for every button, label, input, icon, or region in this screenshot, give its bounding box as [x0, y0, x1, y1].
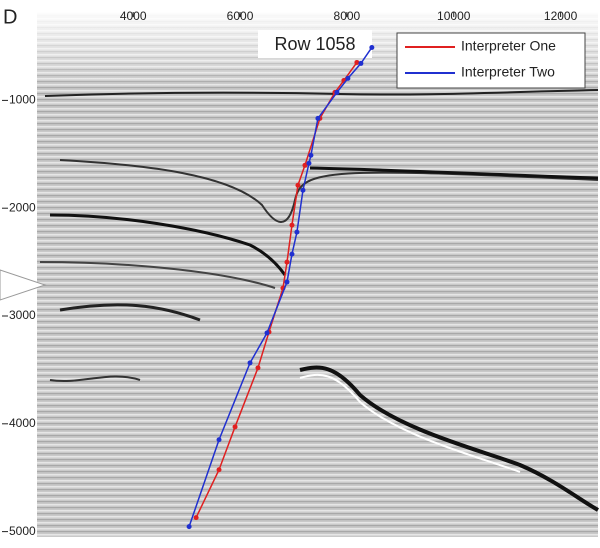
series-point: [216, 467, 222, 473]
series-point: [345, 75, 351, 81]
series-line: [195, 62, 358, 518]
series-point: [358, 60, 364, 66]
series-point: [232, 424, 238, 430]
series-point: [315, 115, 321, 121]
series-point: [247, 360, 253, 366]
annotation: Row 1058: [274, 34, 355, 54]
series-point: [216, 437, 222, 443]
series-point: [284, 259, 290, 265]
reflectors: [39, 89, 599, 512]
series-point: [289, 251, 295, 257]
series-point: [369, 44, 375, 50]
series-point: [308, 152, 314, 158]
series-point: [295, 182, 301, 188]
annotation-bg: [258, 30, 372, 58]
series-point: [302, 162, 308, 168]
series-point: [284, 279, 290, 285]
series-point: [193, 515, 199, 521]
series-point: [334, 89, 340, 95]
series-point: [289, 222, 295, 228]
x-tick-label: 10000: [437, 9, 471, 23]
y-tick-label: 5000: [9, 524, 36, 538]
y-tick-label: 1000: [9, 93, 36, 107]
panel-label-bg: [0, 5, 24, 29]
row-marker: [0, 269, 47, 301]
y-tick-label: 4000: [9, 416, 36, 430]
x-tick-label: 6000: [227, 9, 254, 23]
seismic-background: [37, 12, 598, 537]
legend-box: [396, 32, 586, 89]
y-tick-label: 2000: [9, 200, 36, 214]
series-point: [354, 59, 360, 65]
series-point: [300, 187, 306, 193]
series-point: [294, 229, 300, 235]
y-tick-label: 3000: [9, 308, 36, 322]
series-point: [255, 365, 261, 371]
legend-label: Interpreter Two: [461, 64, 555, 80]
x-tick-label: 8000: [334, 9, 361, 23]
series-point: [186, 524, 192, 530]
series-point: [264, 330, 270, 336]
panel-label: D: [3, 6, 17, 28]
legend-label: Interpreter One: [461, 38, 556, 54]
x-tick-label: 12000: [544, 9, 578, 23]
x-tick-label: 4000: [120, 9, 147, 23]
series-point: [306, 160, 312, 166]
